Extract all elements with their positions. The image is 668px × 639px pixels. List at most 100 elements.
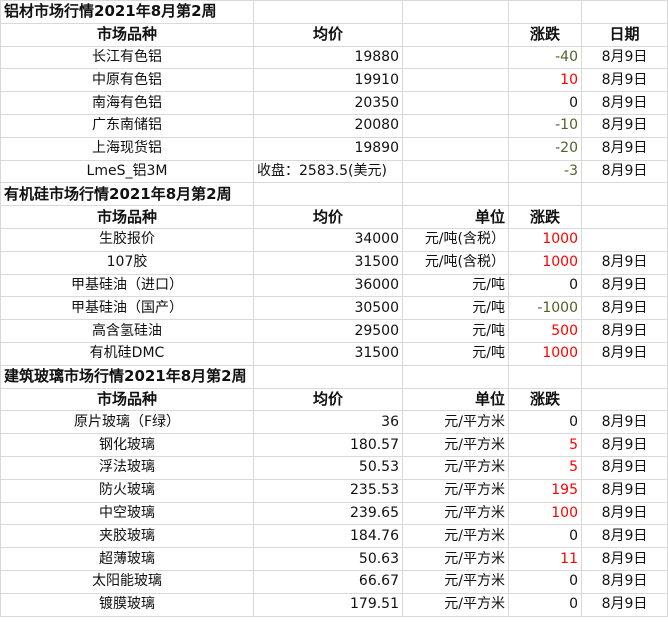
unit-cell[interactable]: 元/吨 xyxy=(402,341,509,366)
market-name-cell[interactable]: 长江有色铝 xyxy=(0,45,254,70)
change-cell[interactable]: 195 xyxy=(508,478,582,503)
unit-cell[interactable]: 元/吨 xyxy=(402,273,509,298)
price-cell[interactable]: 184.76 xyxy=(253,524,403,549)
date-cell[interactable]: 8月9日 xyxy=(581,501,668,526)
market-name-cell[interactable]: LmeS_铝3M xyxy=(0,159,254,184)
unit-cell[interactable] xyxy=(402,159,509,184)
market-name-cell[interactable]: 镀膜玻璃 xyxy=(0,592,254,617)
unit-cell[interactable]: 元/吨(含税） xyxy=(402,250,509,275)
price-cell[interactable]: 29500 xyxy=(253,319,403,343)
date-cell[interactable]: 8月9日 xyxy=(581,159,668,184)
change-cell[interactable]: 0 xyxy=(508,569,582,594)
column-header-cell[interactable]: 市场品种 xyxy=(0,387,254,412)
change-cell[interactable]: 100 xyxy=(508,501,582,526)
price-cell[interactable]: 31500 xyxy=(253,341,403,366)
empty-cell[interactable] xyxy=(581,0,668,24)
price-cell[interactable]: 19890 xyxy=(253,136,403,161)
price-cell[interactable]: 31500 xyxy=(253,250,403,275)
empty-cell[interactable] xyxy=(581,364,668,389)
unit-cell[interactable] xyxy=(402,68,509,93)
unit-cell[interactable]: 元/平方米 xyxy=(402,547,509,571)
empty-cell[interactable] xyxy=(253,0,403,24)
date-cell[interactable]: 8月9日 xyxy=(581,296,668,321)
change-cell[interactable]: 0 xyxy=(508,91,582,115)
empty-cell[interactable] xyxy=(253,182,403,207)
change-cell[interactable]: 1000 xyxy=(508,227,582,252)
change-cell[interactable]: 0 xyxy=(508,410,582,435)
price-cell[interactable]: 179.51 xyxy=(253,592,403,617)
market-name-cell[interactable]: 太阳能玻璃 xyxy=(0,569,254,594)
date-cell[interactable]: 8月9日 xyxy=(581,319,668,343)
change-cell[interactable]: 0 xyxy=(508,273,582,298)
price-cell[interactable]: 239.65 xyxy=(253,501,403,526)
unit-cell[interactable]: 元/平方米 xyxy=(402,569,509,594)
price-cell[interactable]: 34000 xyxy=(253,227,403,252)
date-cell[interactable]: 8月9日 xyxy=(581,524,668,549)
empty-cell[interactable] xyxy=(508,364,582,389)
date-cell[interactable]: 8月9日 xyxy=(581,410,668,435)
date-cell[interactable]: 8月9日 xyxy=(581,341,668,366)
market-name-cell[interactable]: 浮法玻璃 xyxy=(0,455,254,480)
change-cell[interactable]: 0 xyxy=(508,524,582,549)
empty-cell[interactable] xyxy=(402,182,509,207)
unit-cell[interactable]: 元/平方米 xyxy=(402,410,509,435)
change-cell[interactable]: 10 xyxy=(508,68,582,93)
date-cell[interactable]: 8月9日 xyxy=(581,45,668,70)
empty-cell[interactable] xyxy=(253,364,403,389)
column-header-cell[interactable]: 均价 xyxy=(253,205,403,229)
unit-cell[interactable]: 元/平方米 xyxy=(402,592,509,617)
unit-cell[interactable]: 元/吨 xyxy=(402,319,509,343)
market-name-cell[interactable]: 中原有色铝 xyxy=(0,68,254,93)
unit-cell[interactable]: 元/平方米 xyxy=(402,524,509,549)
market-name-cell[interactable]: 钢化玻璃 xyxy=(0,433,254,457)
market-name-cell[interactable]: 夹胶玻璃 xyxy=(0,524,254,549)
column-header-cell[interactable]: 涨跌 xyxy=(508,22,582,47)
unit-cell[interactable]: 元/平方米 xyxy=(402,455,509,480)
empty-cell[interactable] xyxy=(402,364,509,389)
column-header-cell[interactable] xyxy=(581,387,668,412)
change-cell[interactable]: -3 xyxy=(508,159,582,184)
date-cell[interactable]: 8月9日 xyxy=(581,478,668,503)
column-header-cell[interactable]: 均价 xyxy=(253,387,403,412)
price-cell[interactable]: 180.57 xyxy=(253,433,403,457)
change-cell[interactable]: 5 xyxy=(508,433,582,457)
unit-cell[interactable] xyxy=(402,136,509,161)
date-cell[interactable] xyxy=(581,227,668,252)
market-name-cell[interactable]: 有机硅DMC xyxy=(0,341,254,366)
column-header-cell[interactable] xyxy=(402,22,509,47)
change-cell[interactable]: 1000 xyxy=(508,341,582,366)
market-name-cell[interactable]: 高含氢硅油 xyxy=(0,319,254,343)
date-cell[interactable]: 8月9日 xyxy=(581,433,668,457)
column-header-cell[interactable]: 市场品种 xyxy=(0,205,254,229)
market-name-cell[interactable]: 107胶 xyxy=(0,250,254,275)
change-cell[interactable]: 5 xyxy=(508,455,582,480)
market-name-cell[interactable]: 原片玻璃（F绿） xyxy=(0,410,254,435)
column-header-cell[interactable]: 单位 xyxy=(402,205,509,229)
change-cell[interactable]: -20 xyxy=(508,136,582,161)
column-header-cell[interactable] xyxy=(581,205,668,229)
price-cell[interactable]: 36000 xyxy=(253,273,403,298)
unit-cell[interactable]: 元/平方米 xyxy=(402,478,509,503)
price-cell[interactable]: 20080 xyxy=(253,113,403,138)
unit-cell[interactable]: 元/平方米 xyxy=(402,501,509,526)
date-cell[interactable]: 8月9日 xyxy=(581,113,668,138)
date-cell[interactable]: 8月9日 xyxy=(581,273,668,298)
empty-cell[interactable] xyxy=(508,182,582,207)
section-title-cell[interactable]: 有机硅市场行情2021年8月第2周 xyxy=(0,182,254,207)
market-name-cell[interactable]: 防火玻璃 xyxy=(0,478,254,503)
change-cell[interactable]: 11 xyxy=(508,547,582,571)
price-cell[interactable]: 66.67 xyxy=(253,569,403,594)
section-title-cell[interactable]: 铝材市场行情2021年8月第2周 xyxy=(0,0,254,24)
date-cell[interactable]: 8月9日 xyxy=(581,68,668,93)
change-cell[interactable]: -40 xyxy=(508,45,582,70)
price-cell[interactable]: 36 xyxy=(253,410,403,435)
market-name-cell[interactable]: 中空玻璃 xyxy=(0,501,254,526)
column-header-cell[interactable]: 日期 xyxy=(581,22,668,47)
price-cell[interactable]: 19910 xyxy=(253,68,403,93)
column-header-cell[interactable]: 涨跌 xyxy=(508,387,582,412)
change-cell[interactable]: 0 xyxy=(508,592,582,617)
empty-cell[interactable] xyxy=(402,0,509,24)
price-cell[interactable]: 50.63 xyxy=(253,547,403,571)
market-name-cell[interactable]: 超薄玻璃 xyxy=(0,547,254,571)
market-name-cell[interactable]: 甲基硅油（国产） xyxy=(0,296,254,321)
